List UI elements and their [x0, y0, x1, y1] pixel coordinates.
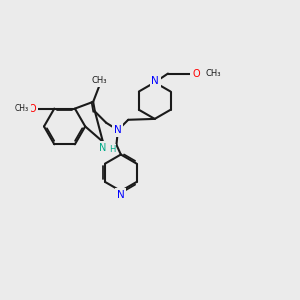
Text: CH₃: CH₃	[91, 76, 107, 85]
Text: O: O	[192, 69, 200, 79]
Text: H: H	[109, 146, 115, 154]
Text: O: O	[29, 103, 37, 114]
Text: N: N	[117, 190, 125, 200]
Text: N: N	[114, 125, 122, 135]
Text: CH₃: CH₃	[206, 69, 221, 78]
Text: CH₃: CH₃	[15, 104, 29, 113]
Text: N: N	[152, 76, 159, 86]
Text: N: N	[99, 142, 106, 153]
